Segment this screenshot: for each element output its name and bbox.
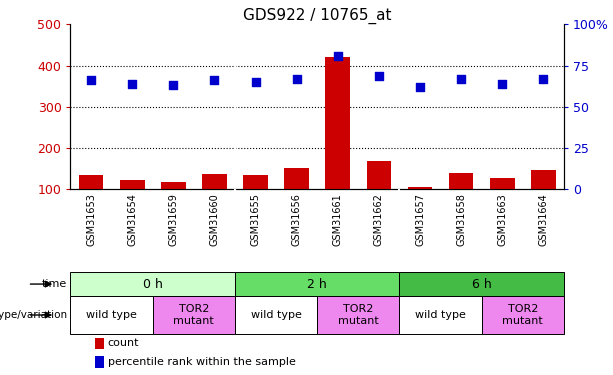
Bar: [235, 272, 400, 296]
Text: 6 h: 6 h: [472, 278, 492, 291]
Bar: [400, 296, 482, 334]
Bar: [367, 161, 391, 189]
Point: [374, 72, 384, 78]
Bar: [95, 356, 104, 368]
Bar: [243, 175, 268, 189]
Point: [292, 76, 302, 82]
Bar: [326, 57, 350, 189]
Text: GSM31659: GSM31659: [169, 194, 178, 246]
Text: wild type: wild type: [86, 310, 137, 320]
Bar: [284, 168, 309, 189]
Point: [333, 53, 343, 59]
Text: percentile rank within the sample: percentile rank within the sample: [107, 357, 295, 367]
Bar: [78, 175, 104, 189]
Bar: [449, 173, 473, 189]
Point: [497, 81, 507, 87]
Bar: [70, 272, 235, 296]
Text: 0 h: 0 h: [143, 278, 162, 291]
Bar: [531, 170, 556, 189]
Text: GSM31656: GSM31656: [292, 194, 302, 246]
Bar: [482, 296, 564, 334]
Text: GSM31662: GSM31662: [374, 194, 384, 246]
Text: GSM31660: GSM31660: [210, 194, 219, 246]
Point: [128, 81, 137, 87]
Text: wild type: wild type: [251, 310, 302, 320]
Text: genotype/variation: genotype/variation: [0, 310, 67, 320]
Bar: [318, 296, 400, 334]
Text: GSM31658: GSM31658: [456, 194, 466, 246]
Text: count: count: [107, 338, 139, 348]
Point: [456, 76, 466, 82]
Text: GSM31653: GSM31653: [86, 194, 96, 246]
Text: wild type: wild type: [415, 310, 466, 320]
Text: TOR2
mutant: TOR2 mutant: [503, 304, 543, 326]
Bar: [161, 182, 186, 189]
Bar: [120, 180, 145, 189]
Bar: [490, 178, 514, 189]
Bar: [202, 174, 227, 189]
Point: [169, 82, 178, 88]
Bar: [153, 296, 235, 334]
Text: 2 h: 2 h: [307, 278, 327, 291]
Bar: [70, 296, 153, 334]
Text: TOR2
mutant: TOR2 mutant: [173, 304, 214, 326]
Point: [210, 78, 219, 84]
Bar: [408, 188, 432, 189]
Point: [415, 84, 425, 90]
Text: GSM31663: GSM31663: [497, 194, 508, 246]
Text: time: time: [42, 279, 67, 289]
Text: TOR2
mutant: TOR2 mutant: [338, 304, 379, 326]
Text: GSM31657: GSM31657: [415, 194, 425, 246]
Point: [86, 78, 96, 84]
Point: [251, 79, 261, 85]
Text: GSM31664: GSM31664: [538, 194, 549, 246]
Bar: [235, 296, 318, 334]
Text: GSM31661: GSM31661: [333, 194, 343, 246]
Point: [538, 76, 548, 82]
Bar: [400, 272, 564, 296]
Text: GSM31655: GSM31655: [251, 194, 261, 246]
Text: GSM31654: GSM31654: [127, 194, 137, 246]
Title: GDS922 / 10765_at: GDS922 / 10765_at: [243, 8, 392, 24]
Bar: [95, 338, 104, 349]
